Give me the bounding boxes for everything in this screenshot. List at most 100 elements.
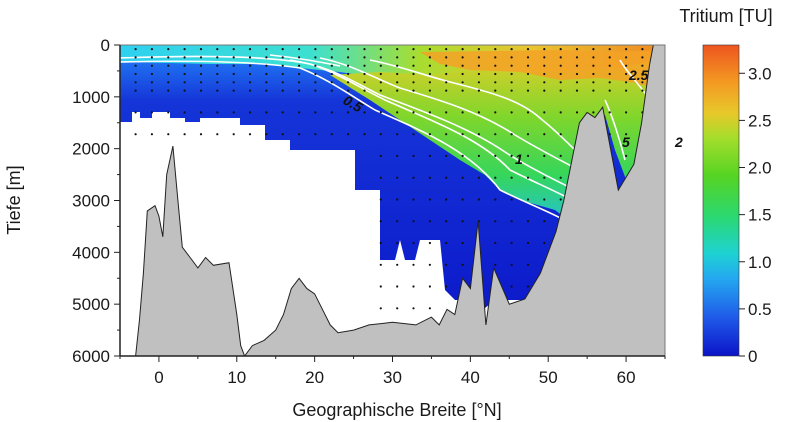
- sample-dot: [575, 48, 579, 51]
- sample-dot: [412, 48, 415, 51]
- sample-dot: [445, 72, 448, 76]
- sample-dot: [477, 154, 480, 157]
- contour-label-5: 5: [622, 134, 630, 150]
- sample-dot: [150, 89, 153, 92]
- colorbar-tick-label: 1.0: [748, 253, 772, 272]
- sample-dot: [248, 89, 252, 92]
- sample-dot: [183, 56, 186, 59]
- sample-dot: [232, 89, 235, 92]
- sample-dot: [543, 220, 546, 223]
- sample-dot: [559, 72, 562, 76]
- sample-dot: [167, 48, 170, 51]
- sample-dot: [526, 154, 530, 157]
- sample-dot: [461, 241, 464, 245]
- sample-dot: [641, 64, 644, 67]
- sample-dot: [330, 64, 333, 67]
- sample-dot: [167, 56, 170, 59]
- colorbar-tick-label: 1.5: [748, 206, 772, 225]
- sample-dot: [428, 56, 431, 59]
- contour-label-2: 2: [674, 134, 683, 150]
- y-tick-label: 5000: [72, 295, 110, 314]
- sample-dot: [625, 56, 628, 59]
- sample-dot: [494, 72, 497, 76]
- sample-dot: [461, 154, 464, 157]
- sample-dot: [298, 56, 301, 59]
- sample-dot: [216, 81, 219, 84]
- sample-dot: [559, 111, 562, 114]
- sample-dot: [150, 64, 153, 67]
- sample-dot: [298, 64, 301, 67]
- sample-dot: [216, 48, 219, 51]
- sample-dot: [494, 241, 497, 245]
- sample-dot: [150, 48, 153, 51]
- sample-dot: [412, 89, 415, 92]
- sample-dots: [134, 48, 644, 310]
- sample-dot: [330, 89, 333, 92]
- sample-dot: [379, 220, 382, 223]
- sample-dot: [477, 64, 480, 67]
- sample-dot: [625, 64, 628, 67]
- sample-dot: [379, 307, 382, 310]
- y-axis: 0 1000 2000 3000 4000 5000 6000: [72, 36, 121, 366]
- sample-dot: [461, 48, 464, 51]
- sample-dot: [494, 198, 497, 201]
- sample-dot: [265, 111, 268, 114]
- sample-dot: [445, 176, 448, 179]
- sample-dot: [265, 89, 268, 92]
- sample-dot: [543, 176, 546, 179]
- sample-dot: [543, 133, 546, 136]
- sample-dot: [526, 198, 530, 201]
- sample-dot: [592, 72, 595, 76]
- sample-dot: [134, 81, 137, 84]
- sample-dot: [608, 56, 611, 59]
- sample-dot: [363, 64, 366, 67]
- sample-dot: [396, 72, 399, 76]
- y-tick-label: 2000: [72, 140, 110, 159]
- sample-dot: [167, 111, 170, 114]
- y-tick-label: 6000: [72, 347, 110, 366]
- colorbar-tick-label: 3.0: [748, 64, 772, 83]
- x-axis: 0 10 20 30 40 50 60: [119, 355, 666, 387]
- sample-dot: [412, 111, 415, 114]
- sample-dot: [510, 154, 513, 157]
- sample-dot: [199, 48, 203, 51]
- sample-dot: [461, 263, 464, 266]
- sample-dot: [298, 133, 301, 136]
- sample-dot: [248, 56, 252, 59]
- x-tick-label: 30: [383, 368, 402, 387]
- sample-dot: [445, 64, 448, 67]
- sample-dot: [526, 72, 530, 76]
- sample-dot: [445, 133, 448, 136]
- sample-dot: [314, 48, 317, 51]
- sample-dot: [461, 220, 464, 223]
- sample-dot: [232, 81, 235, 84]
- sample-dot: [216, 111, 219, 114]
- sample-dot: [298, 111, 301, 114]
- sample-dot: [265, 81, 268, 84]
- sample-dot: [510, 56, 513, 59]
- sample-dot: [314, 111, 317, 114]
- sample-dot: [281, 133, 284, 136]
- sample-dot: [248, 81, 252, 84]
- sample-dot: [298, 81, 301, 84]
- sample-dot: [477, 198, 480, 201]
- sample-dot: [396, 307, 399, 310]
- sample-dot: [445, 89, 448, 92]
- sample-dot: [494, 220, 497, 223]
- sample-dot: [183, 48, 186, 51]
- sample-dot: [199, 56, 203, 59]
- sample-dot: [232, 72, 235, 76]
- sample-dot: [379, 72, 382, 76]
- sample-dot: [199, 72, 203, 76]
- sample-dot: [510, 263, 513, 266]
- sample-dot: [510, 133, 513, 136]
- sample-dot: [412, 263, 415, 266]
- sample-dot: [559, 64, 562, 67]
- sample-dot: [559, 198, 562, 201]
- colorbar-tick-label: 0.5: [748, 300, 772, 319]
- sample-dot: [575, 111, 579, 114]
- sample-dot: [167, 133, 170, 136]
- sample-dot: [526, 89, 530, 92]
- y-tick-label: 1000: [72, 88, 110, 107]
